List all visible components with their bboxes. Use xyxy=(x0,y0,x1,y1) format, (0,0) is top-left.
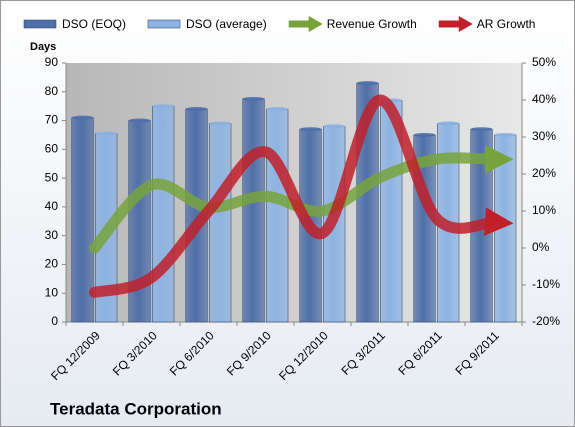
bar xyxy=(209,123,232,323)
bar xyxy=(494,134,517,323)
legend-label: AR Growth xyxy=(477,17,536,31)
footer: Teradata Corporation xyxy=(50,399,222,418)
bar-top xyxy=(323,124,346,129)
y2-tick-label: 50% xyxy=(532,55,556,69)
y-tick-label: 60 xyxy=(45,142,59,156)
y2-tick-label: 40% xyxy=(532,92,556,106)
bar xyxy=(242,98,265,323)
y-axis-title: Days xyxy=(30,41,56,53)
y-tick-label: 0 xyxy=(51,314,58,328)
y2-tick-label: 10% xyxy=(532,203,556,217)
y-tick-label: 10 xyxy=(45,285,59,299)
legend-label: DSO (average) xyxy=(186,17,267,31)
bar xyxy=(266,108,289,323)
bar-top xyxy=(494,132,517,137)
bar-top xyxy=(470,127,493,132)
bar-top xyxy=(266,107,289,112)
bar-top xyxy=(413,132,436,137)
legend-arrow xyxy=(458,16,473,32)
y-tick-label: 80 xyxy=(45,84,59,98)
y-tick-label: 70 xyxy=(45,113,59,127)
y-tick-label: 20 xyxy=(45,257,59,271)
bar xyxy=(152,105,175,323)
legend-arrow xyxy=(308,16,323,32)
legend-label: Revenue Growth xyxy=(327,17,417,31)
y2-tick-label: -10% xyxy=(532,277,560,291)
y-tick-label: 90 xyxy=(45,55,59,69)
bar-top xyxy=(128,118,151,123)
line xyxy=(89,144,514,254)
legend-swatch xyxy=(23,19,57,29)
bar-top xyxy=(299,127,322,132)
legend-swatch xyxy=(147,19,181,29)
y2-tick-label: 20% xyxy=(532,166,556,180)
bar-top xyxy=(242,96,265,101)
bar-top xyxy=(356,81,379,86)
y-tick-label: 30 xyxy=(45,228,59,242)
y2-tick-label: 30% xyxy=(532,129,556,143)
bar-top xyxy=(152,104,175,109)
y-tick-label: 50 xyxy=(45,170,59,184)
bar-top xyxy=(209,121,232,126)
bar-top xyxy=(71,115,94,120)
bar-top xyxy=(185,107,208,112)
legend-label: DSO (EOQ) xyxy=(62,17,126,31)
y-tick-label: 40 xyxy=(45,199,59,213)
bar-top xyxy=(437,121,460,126)
y2-tick-label: 0% xyxy=(532,240,550,254)
bar-top xyxy=(95,131,118,136)
line xyxy=(89,94,514,298)
y2-tick-label: -20% xyxy=(532,314,560,328)
